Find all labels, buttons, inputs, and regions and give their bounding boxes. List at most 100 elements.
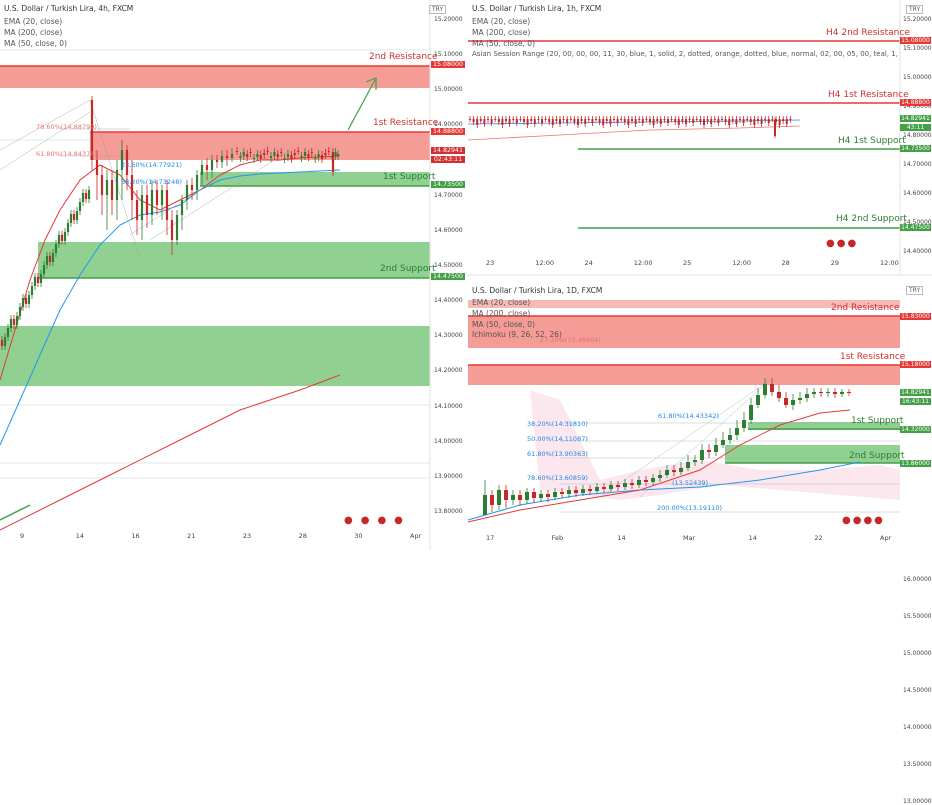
candle-body	[317, 154, 320, 157]
level-1d-r1-label: 1st Resistance	[840, 352, 906, 362]
candle-body	[310, 152, 313, 153]
candle-body	[230, 154, 234, 158]
candle-body	[125, 150, 129, 175]
legend-4h-ma200: MA (200, close)	[4, 28, 63, 37]
y-axis-4h[interactable]: 15.2000015.1000015.0000014.9000014.80000…	[432, 0, 468, 550]
y-tick-label: 14.40000	[903, 248, 932, 255]
candle-body	[12, 319, 16, 325]
y-tick-label: 14.80000	[903, 132, 932, 139]
candle-body	[185, 185, 189, 200]
y-tick-label: 14.20000	[434, 367, 463, 375]
currency-badge-4h: TRY	[429, 5, 447, 14]
y-tick-label: 13.50000	[903, 761, 932, 768]
x-tick-label: 23	[486, 259, 495, 267]
candle-body	[100, 175, 104, 195]
x-axis-1h[interactable]: 23 12:00 24 12:00 25 12:00 28 29 12:00	[466, 259, 900, 273]
candle-body	[150, 190, 154, 215]
candle-body	[314, 158, 317, 159]
x-tick-label: 30	[354, 532, 363, 540]
y-tick-label: 15.00000	[434, 86, 463, 94]
candle-body	[78, 202, 82, 211]
candle-body	[81, 193, 85, 202]
candle-body	[170, 220, 174, 240]
ma-green-line	[0, 504, 31, 521]
candle-body	[269, 156, 273, 158]
candle-body	[327, 151, 330, 152]
candle-body	[300, 156, 303, 158]
candle-body	[280, 152, 283, 153]
price-tag-1h-s2: 14.47500	[900, 224, 931, 231]
level-4h-r2-label: 2nd Resistance	[369, 52, 438, 62]
x-axis-4h[interactable]: 9 14 16 21 23 28 30 Apr	[0, 532, 430, 546]
fib-1d-786: 78.60%(13.60859)	[527, 474, 588, 482]
legend-1h-ma200: MA (200, close)	[472, 28, 531, 37]
candle-body	[331, 152, 335, 172]
candle-body	[105, 180, 109, 195]
price-tag-1h-r2: 15.08000	[900, 37, 931, 44]
candle-body	[307, 154, 310, 157]
candles-4h	[0, 96, 340, 350]
y-tick-label: 16.00000	[903, 576, 932, 583]
candle-body	[60, 235, 64, 241]
y-tick-label: 14.70000	[434, 191, 463, 199]
legend-1h-ema: EMA (20, close)	[472, 17, 531, 26]
y-tick-label: 15.10000	[434, 51, 463, 59]
y-tick-label: 14.00000	[434, 437, 463, 445]
candle-body	[48, 256, 52, 262]
fib-1d-618b: 61.80%(13.90363)	[527, 450, 588, 458]
flag-icons-1h: ●●●	[826, 238, 859, 249]
y-axis-1h[interactable]: 15.20000 15.10000 15.00000 14.90000 14.80000…	[901, 0, 932, 275]
x-tick-label: 12:00	[535, 259, 554, 267]
fib-1d-382: 38.20%(14.31810)	[527, 420, 588, 428]
level-1d-r2-label: 2nd Resistance	[831, 303, 900, 313]
candle-body	[175, 215, 179, 240]
legend-4h-ema: EMA (20, close)	[4, 17, 63, 26]
candle-body	[225, 156, 229, 158]
y-tick-label: 13.90000	[434, 472, 463, 480]
candle-body	[54, 244, 58, 253]
level-1h-r2-label: H4 2nd Resistance	[826, 28, 910, 38]
y-tick-label: 15.10000	[903, 45, 932, 52]
price-tag-4h-r2: 15.08000	[431, 61, 465, 68]
chart-4h[interactable]	[0, 0, 932, 550]
x-axis-1d[interactable]: 17 Feb 14 Mar 14 22 Apr	[466, 534, 900, 548]
candle-body	[276, 154, 279, 157]
candle-body	[246, 154, 249, 157]
fib-4h-382: 38.20%(14.73248)	[121, 178, 182, 186]
countdown-1h: 43:11	[900, 124, 931, 131]
x-tick-label: 12:00	[732, 259, 751, 267]
fib-1d-200: 200.00%(13.19110)	[657, 504, 723, 512]
candle-body	[165, 190, 169, 220]
candle-body	[33, 277, 37, 286]
candle-body	[215, 160, 219, 162]
x-tick-label: 12:00	[633, 259, 653, 267]
candle-body	[75, 211, 79, 220]
candle-body	[15, 316, 19, 325]
ema20-line	[0, 155, 341, 381]
x-tick-label: 28	[781, 259, 790, 267]
y-tick-label: 14.70000	[903, 161, 932, 168]
candle-body	[286, 154, 290, 157]
candle-body	[266, 151, 269, 152]
candle-body	[235, 151, 239, 152]
fib-4h-236: 23.60%(14.77921)	[121, 161, 182, 169]
level-1d-s2-label: 2nd Support	[849, 451, 905, 461]
candle-body	[220, 156, 224, 162]
candle-body	[239, 156, 242, 158]
fib-lines	[0, 99, 291, 259]
support-zone-1	[200, 172, 430, 186]
candle-body	[242, 152, 245, 156]
x-tick-label: Apr	[880, 534, 892, 542]
ma50-line	[0, 169, 341, 446]
level-1h-s1-label: H4 1st Support	[838, 136, 906, 146]
candle-body	[200, 165, 204, 175]
x-tick-label: Feb	[551, 534, 564, 542]
candle-body	[9, 319, 13, 328]
candle-body	[273, 152, 276, 156]
legend-1h-ma50: MA (50, close, 0)	[472, 39, 536, 48]
fib-1d-618a: 61.80%(14.43342)	[658, 412, 719, 420]
x-tick-label: 12:00	[880, 259, 899, 267]
y-tick-label: 13.00000	[903, 798, 932, 805]
level-4h-r1-label: 1st Resistance	[373, 118, 439, 128]
